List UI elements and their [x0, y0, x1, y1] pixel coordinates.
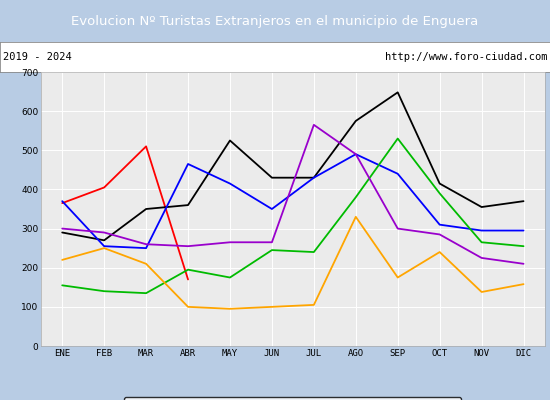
Text: Evolucion Nº Turistas Extranjeros en el municipio de Enguera: Evolucion Nº Turistas Extranjeros en el … — [72, 14, 478, 28]
Text: 2019 - 2024: 2019 - 2024 — [3, 52, 72, 62]
Text: http://www.foro-ciudad.com: http://www.foro-ciudad.com — [385, 52, 547, 62]
Legend: 2024, 2023, 2022, 2021, 2020, 2019: 2024, 2023, 2022, 2021, 2020, 2019 — [124, 398, 461, 400]
